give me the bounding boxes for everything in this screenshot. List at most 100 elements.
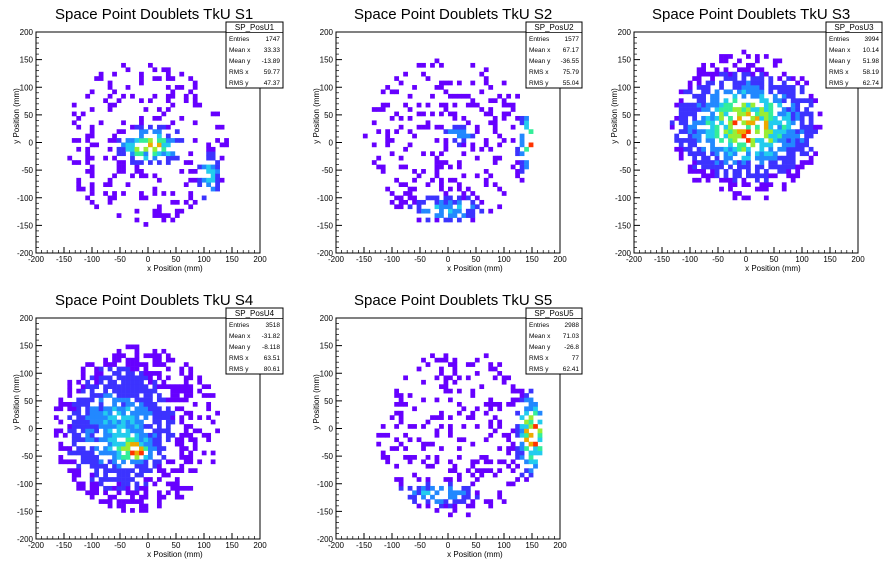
heatmap-cell xyxy=(80,419,86,425)
heatmap-cell xyxy=(94,375,100,381)
heatmap-cell xyxy=(723,102,729,108)
heatmap-cell xyxy=(215,173,220,179)
heatmap-cell xyxy=(519,455,525,460)
heatmap-cell xyxy=(781,142,787,148)
heatmap-cell xyxy=(134,348,140,354)
heatmap-cell xyxy=(85,169,91,174)
heatmap-cell xyxy=(116,450,122,456)
heatmap-cell xyxy=(71,406,77,412)
heatmap-cell xyxy=(152,463,158,469)
x-tick-label: -100 xyxy=(84,255,101,264)
heatmap-cell xyxy=(799,160,805,165)
heatmap-cell xyxy=(528,388,534,394)
heatmap-cell xyxy=(398,182,404,187)
heatmap-cell xyxy=(76,415,82,420)
heatmap-cell xyxy=(165,151,171,157)
heatmap-cell xyxy=(777,169,783,174)
stats-label: Mean x xyxy=(229,47,251,54)
heatmap-cell xyxy=(456,437,462,443)
heatmap-cell xyxy=(183,397,189,403)
stats-label: Mean y xyxy=(829,58,851,65)
heatmap-cell xyxy=(479,146,485,152)
heatmap-cell xyxy=(139,124,144,130)
heatmap-cell xyxy=(398,477,404,482)
heatmap-cell xyxy=(143,437,149,443)
heatmap-cell xyxy=(425,182,431,187)
heatmap-cell xyxy=(139,494,144,500)
heatmap-cell xyxy=(732,133,738,139)
heatmap-cell xyxy=(723,89,729,95)
heatmap-cell xyxy=(750,142,756,148)
heatmap-cell xyxy=(161,151,167,157)
heatmap-cell xyxy=(732,93,738,99)
heatmap-cell xyxy=(152,388,158,394)
heatmap-cell xyxy=(143,490,149,496)
heatmap-cell xyxy=(488,120,494,126)
heatmap-cell xyxy=(152,384,158,390)
heatmap-cell xyxy=(474,490,480,496)
heatmap-cell xyxy=(678,89,684,95)
heatmap-cell xyxy=(687,146,693,152)
heatmap-cell xyxy=(165,406,171,412)
heatmap-cell xyxy=(696,133,702,139)
heatmap-cell xyxy=(515,428,520,434)
heatmap-cell xyxy=(421,357,426,363)
heatmap-cell xyxy=(76,388,82,394)
heatmap-cell xyxy=(76,379,82,385)
heatmap-cell xyxy=(121,419,126,425)
heatmap-cell xyxy=(412,424,417,429)
heatmap-cell xyxy=(448,415,453,420)
heatmap-cell xyxy=(687,164,693,170)
heatmap-cell xyxy=(421,459,426,465)
heatmap-cell xyxy=(121,146,126,152)
heatmap-cell xyxy=(125,397,131,403)
heatmap-cell xyxy=(456,160,462,165)
heatmap-cell xyxy=(394,129,400,134)
heatmap-cell xyxy=(465,186,471,192)
heatmap-cell xyxy=(107,177,113,183)
heatmap-cell xyxy=(786,146,792,152)
heatmap-cell xyxy=(710,124,715,130)
heatmap-cell xyxy=(799,142,805,148)
heatmap-cell xyxy=(76,146,82,152)
heatmap-cell xyxy=(156,142,162,148)
heatmap-cell xyxy=(515,173,520,179)
heatmap-cell xyxy=(139,173,144,179)
heatmap-cell xyxy=(669,124,675,130)
heatmap-cell xyxy=(98,424,104,429)
heatmap-cell xyxy=(112,455,117,460)
heatmap-cell xyxy=(750,102,756,108)
heatmap-cell xyxy=(152,155,158,161)
heatmap-cell xyxy=(139,410,144,416)
stats-value: -8.118 xyxy=(262,344,280,351)
heatmap-cell xyxy=(741,80,747,86)
heatmap-cell xyxy=(62,459,68,465)
y-tick-label: -200 xyxy=(17,249,34,258)
heatmap-cell xyxy=(98,477,104,482)
heatmap-cell xyxy=(94,393,100,398)
heatmap-cell xyxy=(103,362,108,367)
heatmap-cell xyxy=(421,199,426,205)
heatmap-cell xyxy=(134,388,140,394)
heatmap-cell xyxy=(461,213,467,218)
heatmap-cell xyxy=(465,120,471,126)
heatmap-cell xyxy=(197,177,203,183)
heatmap-cell xyxy=(746,85,751,90)
heatmap-cell xyxy=(156,177,162,183)
heatmap-cell xyxy=(434,138,440,143)
heatmap-cell xyxy=(71,450,77,456)
heatmap-cell xyxy=(434,160,440,165)
heatmap-cell xyxy=(206,142,212,148)
heatmap-cell xyxy=(443,199,449,205)
heatmap-cell xyxy=(537,446,543,451)
heatmap-cell xyxy=(790,177,796,183)
heatmap-cell xyxy=(143,138,149,143)
heatmap-cell xyxy=(85,151,91,157)
heatmap-cell xyxy=(165,437,171,443)
heatmap-cell xyxy=(795,80,801,86)
heatmap-cell xyxy=(741,164,747,170)
heatmap-cell xyxy=(161,142,167,148)
heatmap-cell xyxy=(754,129,760,134)
